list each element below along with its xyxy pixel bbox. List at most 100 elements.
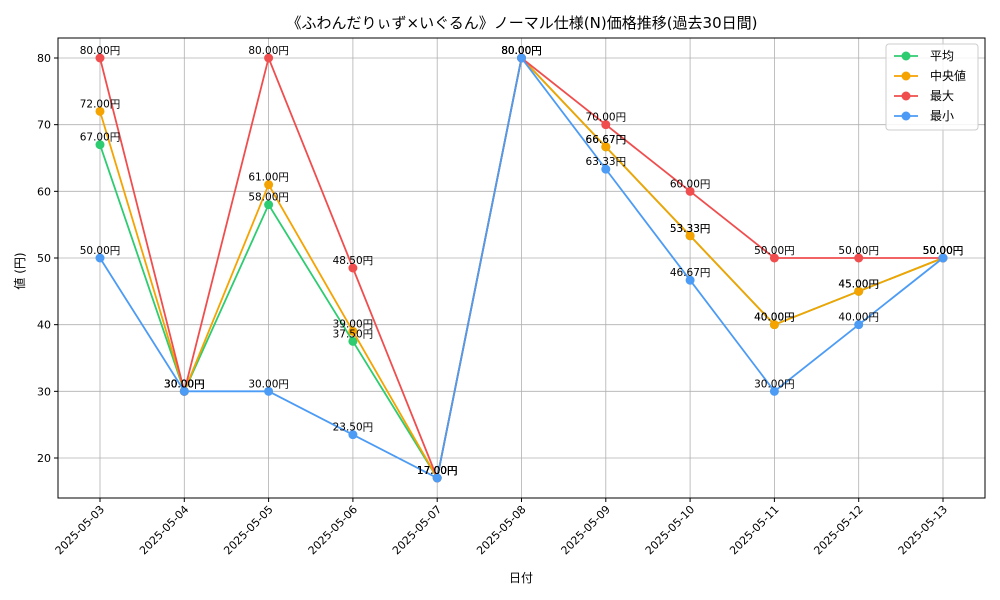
y-tick-label: 60 xyxy=(37,185,51,198)
series-lines xyxy=(95,53,948,483)
data-label: 30.00円 xyxy=(754,378,795,390)
data-label: 50.00円 xyxy=(754,245,795,257)
x-tick-label: 2025-05-10 xyxy=(643,503,697,557)
data-label: 70.00円 xyxy=(586,112,627,124)
data-label: 80.00円 xyxy=(501,45,542,57)
data-point xyxy=(769,386,779,396)
data-point xyxy=(264,200,274,210)
data-label: 37.50円 xyxy=(333,328,374,340)
data-point xyxy=(264,53,274,63)
data-label: 53.33円 xyxy=(670,223,711,235)
data-label: 23.50円 xyxy=(333,422,374,434)
data-label: 45.00円 xyxy=(838,278,879,290)
legend-marker xyxy=(901,71,911,81)
y-tick-label: 80 xyxy=(37,52,51,65)
data-label: 39.00円 xyxy=(333,318,374,330)
data-point xyxy=(601,120,611,130)
legend-marker xyxy=(901,111,911,121)
data-point xyxy=(685,186,695,196)
data-label: 80.00円 xyxy=(248,45,289,57)
data-label: 46.67円 xyxy=(670,267,711,279)
data-label: 66.67円 xyxy=(586,134,627,146)
data-label: 80.00円 xyxy=(80,45,121,57)
data-point xyxy=(348,336,358,346)
legend-label: 中央値 xyxy=(930,68,966,83)
data-label: 72.00円 xyxy=(80,98,121,110)
data-label: 58.00円 xyxy=(248,192,289,204)
data-point xyxy=(854,253,864,263)
y-tick-label: 20 xyxy=(37,452,51,465)
data-point xyxy=(95,253,105,263)
x-tick-label: 2025-05-11 xyxy=(727,503,781,557)
x-tick-label: 2025-05-07 xyxy=(390,503,444,557)
data-point xyxy=(685,231,695,241)
x-tick-label: 2025-05-04 xyxy=(137,503,191,557)
data-point xyxy=(432,473,442,483)
data-label: 30.00円 xyxy=(164,378,205,390)
x-tick-label: 2025-05-03 xyxy=(53,503,107,557)
data-label: 53.33円 xyxy=(670,223,711,235)
data-label: 40.00円 xyxy=(754,312,795,324)
legend-box xyxy=(885,43,979,131)
x-axis-label: 日付 xyxy=(509,571,533,585)
data-point xyxy=(264,386,274,396)
data-label: 80.00円 xyxy=(501,45,542,57)
data-label: 50.00円 xyxy=(80,245,121,257)
x-tick-label: 2025-05-05 xyxy=(221,503,275,557)
data-label: 48.50円 xyxy=(333,255,374,267)
data-point xyxy=(769,253,779,263)
data-point xyxy=(769,320,779,330)
legend-label: 平均 xyxy=(930,49,954,63)
data-label: 30.00円 xyxy=(164,378,205,390)
data-point xyxy=(348,263,358,273)
y-tick-label: 40 xyxy=(37,319,51,332)
data-point xyxy=(517,53,526,63)
data-label: 17.00円 xyxy=(417,465,458,477)
data-point xyxy=(348,326,358,336)
data-label: 40.00円 xyxy=(838,312,879,324)
x-tick-label: 2025-05-08 xyxy=(474,503,528,557)
x-tick-label: 2025-05-09 xyxy=(559,503,613,557)
data-label: 67.00円 xyxy=(80,132,121,144)
data-point xyxy=(348,430,358,440)
chart-title: 《ふわんだりぃず×いぐるん》ノーマル仕様(N)価格推移(過去30日間) xyxy=(287,14,758,32)
x-tick-label: 2025-05-12 xyxy=(811,503,865,557)
data-label: 50.00円 xyxy=(923,245,964,257)
x-tick-label: 2025-05-06 xyxy=(306,503,360,557)
data-label: 50.00円 xyxy=(923,245,964,257)
data-label: 61.00円 xyxy=(248,172,289,184)
data-point xyxy=(938,253,948,263)
grid xyxy=(58,38,985,498)
data-label: 80.00円 xyxy=(501,45,542,57)
data-label: 60.00円 xyxy=(670,178,711,190)
data-label: 30.00円 xyxy=(248,378,289,390)
legend-marker xyxy=(901,51,911,61)
data-label: 30.00円 xyxy=(164,378,205,390)
data-point xyxy=(95,140,105,150)
data-label: 66.67円 xyxy=(586,134,627,146)
data-label: 80.00円 xyxy=(501,45,542,57)
y-tick-label: 70 xyxy=(37,119,51,132)
data-point xyxy=(95,106,105,116)
data-label: 45.00円 xyxy=(838,278,879,290)
y-axis-label: 値 (円) xyxy=(12,252,27,289)
data-point xyxy=(685,275,695,285)
data-labels: 67.00円 30.00円 58.00円 37.50円 17.00円 80.00円 66.6… xyxy=(80,45,964,477)
data-point xyxy=(264,180,274,190)
x-tick-label: 2025-05-13 xyxy=(896,503,950,557)
data-label: 17.00円 xyxy=(417,465,458,477)
data-label: 17.00円 xyxy=(417,465,458,477)
data-label: 50.00円 xyxy=(923,245,964,257)
axis-ticks: 2025-05-03 2025-05-04 2025-05-05 2025-05-06… xyxy=(37,52,950,557)
data-point xyxy=(854,286,864,296)
y-tick-label: 30 xyxy=(37,385,51,398)
y-tick-label: 50 xyxy=(37,252,51,265)
data-label: 50.00円 xyxy=(923,245,964,257)
legend-label: 最小 xyxy=(930,109,954,123)
data-point xyxy=(854,320,864,330)
data-point xyxy=(601,164,611,174)
data-point xyxy=(95,53,105,63)
data-point xyxy=(179,386,189,396)
